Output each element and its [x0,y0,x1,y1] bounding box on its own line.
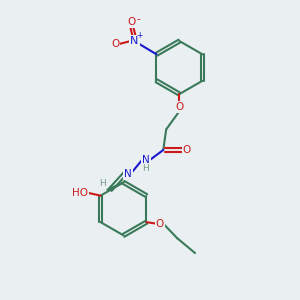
Text: N: N [142,155,149,165]
Text: HO: HO [72,188,88,198]
Text: N: N [130,36,139,46]
Text: -: - [136,14,140,24]
Text: O: O [156,219,164,229]
Text: O: O [183,145,191,155]
Text: O: O [175,102,184,112]
Text: N: N [124,169,132,178]
Text: O: O [127,17,136,27]
Text: +: + [136,31,143,40]
Text: H: H [142,164,149,173]
Text: O: O [111,39,119,49]
Text: H: H [100,179,106,188]
